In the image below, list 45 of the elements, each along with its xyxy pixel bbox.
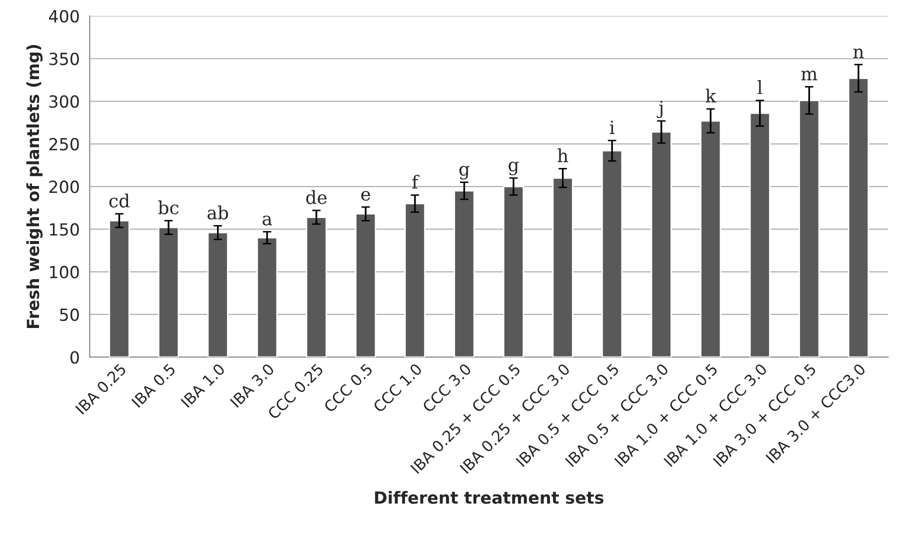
bar (700, 120, 722, 358)
annotation: j (656, 100, 662, 118)
bar (404, 202, 426, 358)
bar (207, 232, 228, 358)
bar (256, 237, 278, 358)
annotation: k (706, 88, 716, 102)
annotation: cd (109, 194, 130, 208)
annotation: ab (208, 206, 228, 220)
bar (602, 150, 623, 358)
annotation: g (508, 162, 519, 176)
x-tick-label: IBA 0.5 (131, 363, 176, 408)
annotation: bc (158, 200, 179, 214)
bar (158, 226, 180, 358)
bar (848, 78, 870, 358)
x-tick-label: IBA 1.0 (180, 362, 226, 408)
y-tick-label: 150 (50, 223, 79, 236)
bar (355, 213, 376, 358)
annotation: n (853, 48, 864, 58)
bar (108, 220, 130, 358)
annotation: de (306, 190, 327, 204)
annotation: m (801, 70, 818, 80)
bar (306, 216, 327, 358)
annotation: h (558, 148, 568, 162)
x-axis-title: Different treatment sets (375, 490, 604, 504)
y-tick-label: 300 (49, 95, 79, 108)
bar (502, 186, 524, 358)
y-tick-label: 0 (70, 351, 79, 364)
bar (454, 190, 475, 358)
annotation: a (262, 216, 272, 226)
annotation: f (412, 174, 420, 189)
bar (798, 100, 820, 358)
annotation: i (610, 120, 615, 134)
y-tick-label: 250 (49, 138, 79, 150)
y-tick-label: 350 (49, 52, 79, 66)
y-tick-label: 200 (49, 180, 79, 194)
annotation: l (758, 80, 762, 94)
annotation: g (459, 166, 470, 180)
y-tick-label: 50 (60, 308, 79, 322)
bar (749, 112, 770, 358)
y-tick-label: 100 (50, 266, 79, 278)
y-tick-label: 400 (48, 10, 79, 23)
bar (650, 131, 672, 358)
bar (552, 177, 574, 358)
y-axis-title: Fresh weight of plantlets (mg) (26, 45, 43, 328)
annotation: e (361, 190, 370, 201)
